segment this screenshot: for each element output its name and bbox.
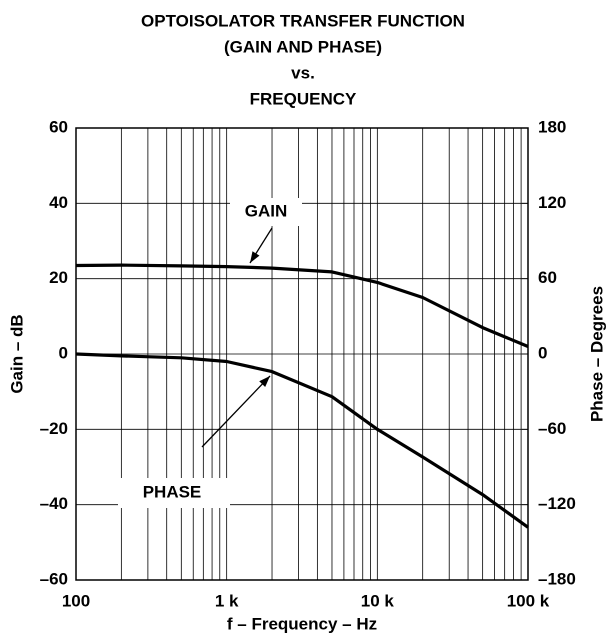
chart-title: vs. (291, 63, 315, 82)
y2-tick-label: –120 (538, 494, 576, 513)
y-tick-label: 40 (49, 193, 68, 212)
label-background (230, 198, 302, 226)
y-tick-label: 0 (59, 343, 68, 362)
x-tick-label: 100 k (507, 591, 550, 610)
y-tick-label: –20 (40, 419, 68, 438)
x-tick-label: 10 k (361, 591, 395, 610)
y2-tick-label: –180 (538, 569, 576, 588)
series-label: PHASE (143, 482, 202, 501)
label-background (118, 478, 230, 508)
series-line (75, 352, 529, 529)
series-line (75, 263, 529, 348)
chart-title: OPTOISOLATOR TRANSFER FUNCTION (141, 11, 465, 30)
series-label: GAIN (245, 201, 288, 220)
x-tick-label: 1 k (215, 591, 239, 610)
chart-title: FREQUENCY (250, 89, 357, 108)
annotation-arrow (201, 375, 271, 448)
chart-title: (GAIN AND PHASE) (224, 37, 382, 56)
y-tick-label: –60 (40, 569, 68, 588)
y2-tick-label: 120 (538, 193, 566, 212)
y-tick-label: 20 (49, 268, 68, 287)
y-tick-label: 60 (49, 117, 68, 136)
arrow-head (259, 376, 270, 387)
y2-tick-label: 60 (538, 268, 557, 287)
y-tick-label: –40 (40, 494, 68, 513)
y2-tick-label: 0 (538, 343, 547, 362)
y2-tick-label: 180 (538, 117, 566, 136)
y2-tick-label: –60 (538, 419, 566, 438)
y-axis-label: Gain – dB (7, 314, 26, 393)
x-axis-label: f – Frequency – Hz (227, 614, 377, 633)
y2-axis-label: Phase – Degrees (587, 286, 606, 422)
arrow-head (250, 251, 260, 263)
x-tick-label: 100 (62, 591, 90, 610)
